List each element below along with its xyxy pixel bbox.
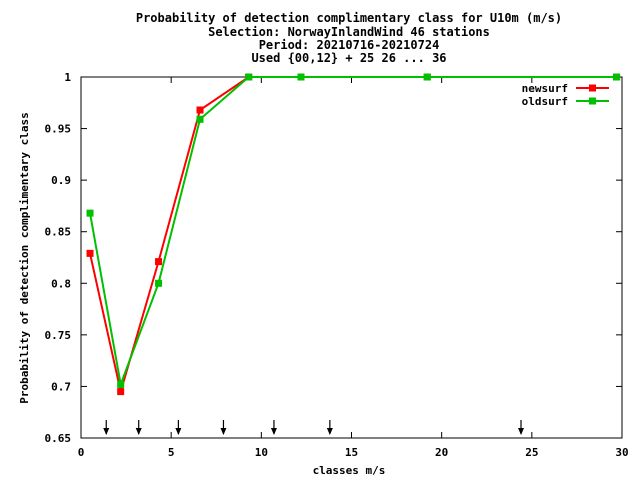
data-point-newsurf [86,249,94,257]
x-tick-label: 25 [525,446,538,459]
y-axis: 0.65 0.7 0.75 0.8 0.85 0.9 0.95 1 [45,71,622,445]
data-point-oldsurf [613,73,621,81]
class-marker-arrow [175,420,182,435]
data-point-oldsurf [155,279,163,287]
class-marker-head [270,428,277,435]
legend-label: newsurf [522,82,568,95]
data-point-oldsurf [196,115,204,123]
legend-marker [589,84,596,92]
legend-entry-newsurf: newsurf [522,82,609,95]
y-tick-label: 1 [64,71,71,84]
chart-title: Probability of detection complimentary c… [136,11,562,65]
series-layer [86,73,621,396]
x-tick-label: 5 [168,446,175,459]
plot-area [80,76,623,439]
title-line-1: Probability of detection complimentary c… [136,11,562,25]
series-newsurf [86,73,621,396]
y-tick-label: 0.85 [45,226,72,239]
class-marker-head [326,428,333,435]
y-tick-label: 0.7 [51,380,71,393]
x-tick-label: 30 [615,446,628,459]
class-marker-arrow [326,420,333,435]
class-marker-arrow [270,420,277,435]
x-axis-label: classes m/s [313,464,386,477]
x-axis: 0 5 10 15 20 25 30 [78,77,629,459]
legend-label: oldsurf [522,95,568,108]
class-marker-head [135,428,142,435]
class-marker-arrow [518,420,525,435]
x-tick-label: 10 [255,446,268,459]
class-marker-head [175,428,182,435]
legend-entry-oldsurf: oldsurf [522,95,609,108]
y-tick-label: 0.9 [51,174,71,187]
legend-marker [589,97,596,105]
data-point-oldsurf [297,73,305,81]
class-marker-arrow [135,420,142,435]
class-marker-head [103,428,110,435]
y-tick-label: 0.65 [45,432,72,445]
x-tick-label: 15 [345,446,358,459]
class-boundary-markers [103,420,525,435]
y-tick-label: 0.95 [45,123,72,136]
x-tick-label: 20 [435,446,448,459]
title-line-3: Period: 20210716-20210724 [259,38,440,52]
class-marker-arrow [220,420,227,435]
class-marker-arrow [103,420,110,435]
data-point-oldsurf [117,380,125,388]
data-point-newsurf [155,258,163,266]
plot-border [80,76,623,439]
y-axis-label: Probability of detection complimentary c… [18,112,31,403]
title-line-2: Selection: NorwayInlandWind 46 stations [208,25,490,39]
data-point-newsurf [117,388,125,396]
series-line-oldsurf [89,76,617,389]
x-tick-label: 0 [78,446,85,459]
data-point-oldsurf [423,73,431,81]
y-tick-label: 0.75 [45,329,72,342]
data-point-oldsurf [245,73,253,81]
title-line-4: Used {00,12} + 25 26 ... 36 [251,51,446,65]
data-point-oldsurf [86,209,94,217]
series-oldsurf [86,73,621,389]
y-tick-label: 0.8 [51,277,71,290]
class-marker-head [220,428,227,435]
series-line-newsurf [89,76,617,392]
data-point-newsurf [196,106,204,114]
class-marker-head [518,428,525,435]
